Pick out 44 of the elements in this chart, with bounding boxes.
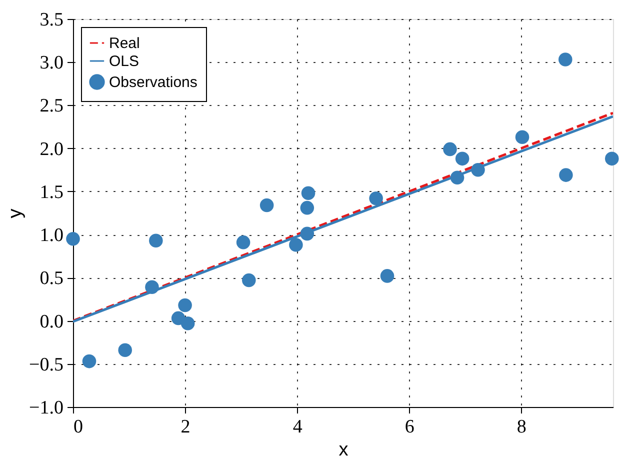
point bbox=[236, 235, 250, 250]
x-axis-title: x bbox=[338, 440, 349, 460]
y-tick-label: 2.5 bbox=[40, 96, 64, 117]
point bbox=[559, 168, 573, 182]
point bbox=[471, 163, 485, 177]
legend-label: OLS bbox=[109, 53, 140, 70]
x-tick-label: 6 bbox=[404, 416, 414, 438]
point bbox=[301, 186, 316, 200]
point bbox=[145, 280, 159, 294]
legend-label: Real bbox=[109, 35, 140, 52]
y-tick-label: 0.0 bbox=[40, 311, 64, 332]
point bbox=[300, 226, 314, 241]
point bbox=[604, 152, 619, 166]
x-tick-label: 8 bbox=[516, 416, 526, 438]
point bbox=[515, 130, 530, 144]
point bbox=[180, 316, 195, 330]
x-tick-label: 2 bbox=[180, 416, 190, 438]
y-tick-label: 3.0 bbox=[40, 52, 64, 74]
y-tick-label: −1.0 bbox=[29, 398, 64, 418]
point bbox=[380, 269, 394, 283]
point bbox=[178, 298, 192, 312]
point bbox=[455, 152, 470, 166]
point bbox=[82, 354, 96, 368]
y-tick-label: 2.0 bbox=[40, 138, 64, 160]
point bbox=[558, 52, 572, 66]
point bbox=[242, 273, 256, 288]
y-tick-label: −0.5 bbox=[29, 354, 64, 376]
point bbox=[443, 142, 457, 156]
y-tick-label: 1.5 bbox=[40, 182, 64, 203]
x-tick-label: 0 bbox=[74, 416, 83, 438]
y-tick-label: 1.0 bbox=[40, 225, 64, 246]
point bbox=[118, 343, 132, 357]
x-tick-label: 4 bbox=[292, 416, 303, 438]
y-tick-label: 3.5 bbox=[40, 10, 64, 30]
point bbox=[289, 238, 303, 252]
point bbox=[450, 170, 464, 185]
y-axis-title: y bbox=[5, 208, 26, 218]
point bbox=[300, 200, 314, 215]
point bbox=[149, 234, 163, 248]
legend-label: Observations bbox=[109, 74, 198, 91]
y-tick-label: 0.5 bbox=[40, 268, 64, 290]
point bbox=[66, 232, 80, 246]
point bbox=[260, 198, 274, 212]
point bbox=[369, 191, 383, 206]
